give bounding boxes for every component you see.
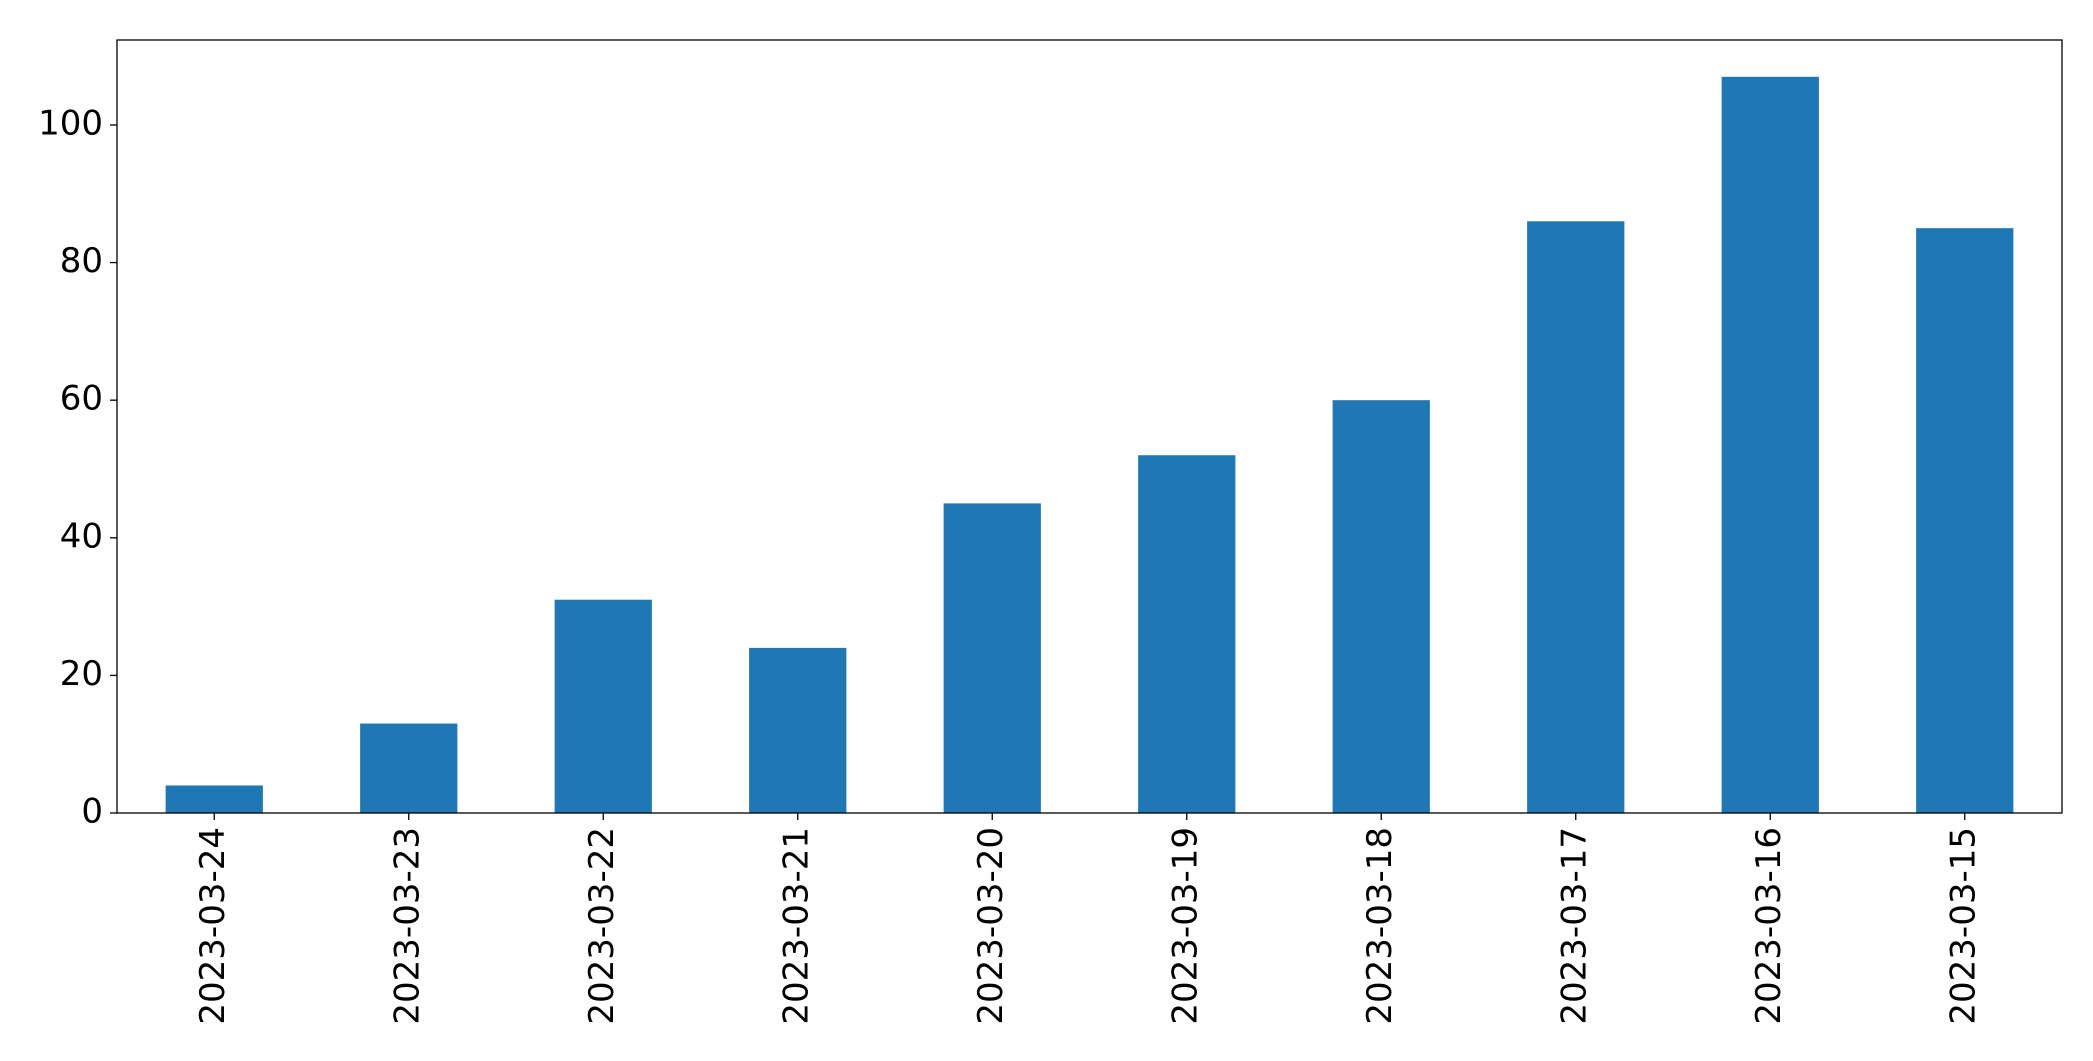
x-tick-label: 2023-03-22 — [582, 827, 622, 1025]
y-tick-label: 80 — [60, 241, 103, 281]
y-tick-label: 100 — [38, 103, 103, 143]
x-tick-label: 2023-03-23 — [387, 827, 427, 1025]
bar — [1138, 455, 1236, 813]
y-tick-label: 60 — [60, 379, 103, 419]
bar — [165, 785, 263, 813]
bar — [1721, 76, 1819, 814]
x-tick-label: 2023-03-16 — [1749, 827, 1789, 1025]
bar — [1916, 228, 2014, 814]
bar — [943, 503, 1041, 813]
x-tick-label: 2023-03-17 — [1554, 827, 1594, 1025]
x-tick-label: 2023-03-24 — [193, 827, 233, 1025]
bar — [1332, 400, 1430, 813]
bar — [554, 599, 652, 813]
bar — [360, 723, 458, 813]
x-tick-label: 2023-03-21 — [776, 827, 816, 1025]
x-tick-label: 2023-03-19 — [1165, 827, 1205, 1025]
bar — [749, 647, 847, 813]
bar — [1527, 221, 1625, 813]
x-tick-label: 2023-03-20 — [971, 827, 1011, 1025]
y-tick-label: 0 — [81, 792, 103, 832]
x-tick-label: 2023-03-15 — [1943, 827, 1983, 1025]
y-tick-label: 20 — [60, 654, 103, 694]
plot-frame — [116, 39, 2063, 814]
y-tick-label: 40 — [60, 516, 103, 556]
x-tick-label: 2023-03-18 — [1360, 827, 1400, 1025]
